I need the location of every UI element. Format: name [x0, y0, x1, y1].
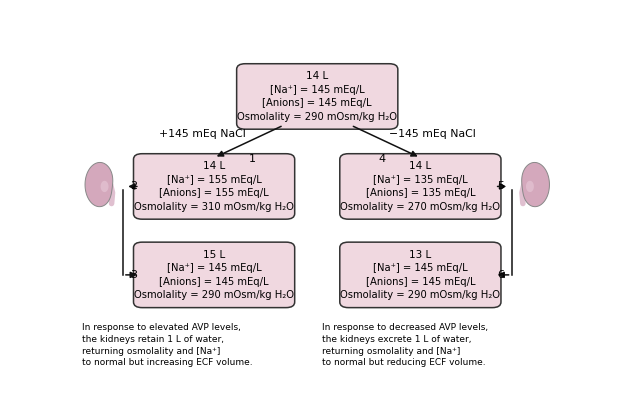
- Polygon shape: [101, 181, 108, 192]
- Text: 1: 1: [249, 154, 256, 164]
- Text: [Anions] = 155 mEq/L: [Anions] = 155 mEq/L: [159, 188, 269, 198]
- Text: [Anions] = 145 mEq/L: [Anions] = 145 mEq/L: [366, 277, 475, 287]
- Text: 6: 6: [497, 270, 504, 280]
- Text: 14 L: 14 L: [409, 161, 431, 171]
- Polygon shape: [522, 162, 550, 207]
- Polygon shape: [526, 181, 534, 192]
- Text: 3: 3: [131, 270, 137, 280]
- Text: [Na⁺] = 145 mEq/L: [Na⁺] = 145 mEq/L: [270, 85, 365, 95]
- FancyBboxPatch shape: [236, 64, 398, 129]
- Text: Osmolality = 270 mOsm/kg H₂O: Osmolality = 270 mOsm/kg H₂O: [340, 202, 500, 212]
- Text: [Na⁺] = 135 mEq/L: [Na⁺] = 135 mEq/L: [373, 174, 468, 185]
- Text: In response to elevated AVP levels,
the kidneys retain 1 L of water,
returning o: In response to elevated AVP levels, the …: [82, 323, 253, 368]
- Text: 5: 5: [497, 181, 504, 191]
- Text: 14 L: 14 L: [306, 71, 328, 81]
- Polygon shape: [85, 162, 113, 207]
- FancyBboxPatch shape: [134, 154, 295, 219]
- Text: [Anions] = 145 mEq/L: [Anions] = 145 mEq/L: [159, 277, 269, 287]
- Text: [Anions] = 135 mEq/L: [Anions] = 135 mEq/L: [366, 188, 475, 198]
- Text: Osmolality = 310 mOsm/kg H₂O: Osmolality = 310 mOsm/kg H₂O: [134, 202, 294, 212]
- FancyBboxPatch shape: [340, 154, 501, 219]
- Text: −145 mEq NaCl: −145 mEq NaCl: [389, 129, 476, 139]
- Text: 2: 2: [131, 181, 137, 191]
- Text: In response to decreased AVP levels,
the kidneys excrete 1 L of water,
returning: In response to decreased AVP levels, the…: [322, 323, 488, 368]
- Text: 15 L: 15 L: [203, 249, 225, 260]
- Text: [Na⁺] = 155 mEq/L: [Na⁺] = 155 mEq/L: [167, 174, 261, 185]
- Text: 13 L: 13 L: [409, 249, 431, 260]
- Text: +145 mEq NaCl: +145 mEq NaCl: [158, 129, 246, 139]
- Text: [Na⁺] = 145 mEq/L: [Na⁺] = 145 mEq/L: [167, 263, 261, 273]
- Text: Osmolality = 290 mOsm/kg H₂O: Osmolality = 290 mOsm/kg H₂O: [237, 112, 397, 122]
- Text: [Anions] = 145 mEq/L: [Anions] = 145 mEq/L: [262, 98, 372, 108]
- FancyBboxPatch shape: [134, 242, 295, 307]
- Text: [Na⁺] = 145 mEq/L: [Na⁺] = 145 mEq/L: [373, 263, 468, 273]
- Text: Osmolality = 290 mOsm/kg H₂O: Osmolality = 290 mOsm/kg H₂O: [134, 290, 294, 300]
- Text: Osmolality = 290 mOsm/kg H₂O: Osmolality = 290 mOsm/kg H₂O: [340, 290, 500, 300]
- Text: 4: 4: [378, 154, 386, 164]
- FancyBboxPatch shape: [340, 242, 501, 307]
- Text: 14 L: 14 L: [203, 161, 225, 171]
